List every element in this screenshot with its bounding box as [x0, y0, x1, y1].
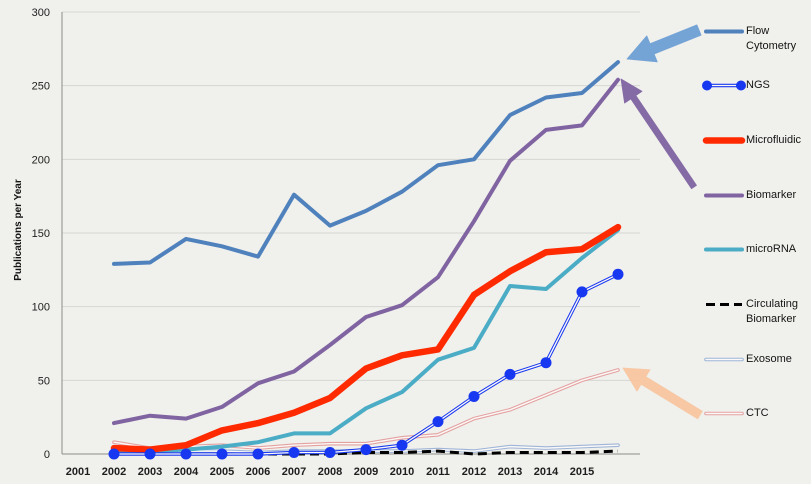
axes: Publications per Year 0 50 100 150 200 250 300… [13, 7, 594, 478]
y-tick-label: 200 [32, 154, 50, 166]
data-point-ngs [324, 447, 336, 458]
data-point-ngs [360, 444, 372, 456]
series-line-ctc-inner [113, 369, 619, 449]
x-tick-label: 2008 [318, 466, 342, 478]
annotation-arrow [620, 78, 697, 190]
data-point-ngs [216, 448, 228, 460]
data-point-ngs [396, 439, 408, 451]
data-point-ngs [252, 448, 264, 460]
series-line-flow-cytometry [112, 60, 620, 266]
x-tick-label: 2002 [102, 466, 126, 478]
y-tick-label: 250 [32, 81, 50, 93]
x-tick-label: 2006 [246, 466, 270, 478]
series-microrna [112, 228, 620, 455]
x-tick-label: 2005 [210, 466, 234, 478]
x-tick-label: 2001 [66, 466, 90, 478]
x-tick-label: 2009 [354, 466, 378, 478]
x-tick-label: 2014 [534, 466, 559, 478]
annotation-arrow [626, 24, 702, 63]
data-point-ngs [468, 391, 480, 402]
data-point-ngs [180, 448, 192, 460]
series-line-microfluidic [110, 223, 622, 453]
data-point-ngs [108, 448, 120, 460]
gridlines [62, 11, 640, 455]
series-microfluidic [110, 223, 622, 453]
y-tick-label: 50 [38, 375, 50, 387]
data-point-ngs [432, 416, 444, 428]
y-tick-label: 150 [32, 228, 50, 240]
x-tick-label: 2010 [390, 466, 414, 478]
x-tick-label: 2003 [138, 466, 162, 478]
y-tick-label: 0 [44, 449, 50, 461]
annotation-arrow [622, 367, 703, 420]
series-ctc [112, 368, 620, 450]
y-axis-title: Publications per Year [13, 179, 24, 281]
x-tick-label: 2011 [426, 466, 450, 478]
data-point-ngs [576, 286, 588, 298]
annotation-arrows [620, 24, 703, 420]
data-point-ngs [288, 447, 300, 458]
series-line-microrna [112, 228, 620, 455]
x-tick-label: 2004 [174, 466, 199, 478]
x-tick-label: 2012 [462, 466, 486, 478]
series-flow-cytometry [112, 60, 620, 266]
y-tick-label: 300 [32, 7, 50, 19]
data-point-ngs [504, 368, 516, 380]
x-tick-label: 2013 [498, 466, 522, 478]
y-tick-label: 100 [32, 302, 50, 314]
series-biomarker [112, 77, 620, 426]
x-tick-label: 2007 [282, 466, 306, 478]
data-point-ngs [612, 268, 624, 280]
data-point-ngs [540, 357, 552, 369]
series-line-biomarker [112, 77, 620, 426]
series-ngs [108, 268, 624, 460]
x-tick-label: 2015 [570, 466, 594, 478]
data-point-ngs [144, 448, 156, 460]
plot-series [108, 60, 624, 460]
